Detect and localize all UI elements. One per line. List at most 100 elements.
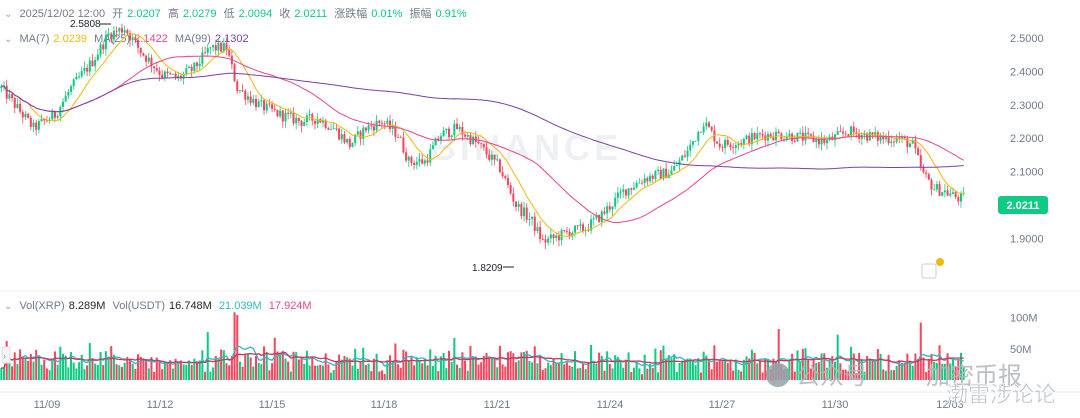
volume-bar [635, 361, 638, 380]
volume-bars-group [0, 312, 965, 380]
volume-bar [488, 358, 491, 380]
volume-bar [555, 363, 558, 380]
candle-body [863, 133, 866, 135]
volume-tick-label: 50M [1010, 344, 1031, 356]
candle-body [624, 189, 627, 196]
candle-body [922, 166, 925, 173]
candle-body [836, 131, 839, 135]
candle-body [32, 122, 35, 127]
candle-body [134, 37, 137, 41]
candle-body [657, 169, 660, 172]
candle-body [276, 109, 279, 117]
volume-bar [51, 358, 54, 380]
low-value: 2.0094 [238, 8, 273, 20]
candle-body [453, 123, 456, 136]
chart-settings-icon[interactable] [921, 258, 944, 279]
ma-collapse-chevron-icon[interactable]: ⌄ [4, 34, 13, 45]
volume-bar [450, 361, 453, 380]
volume-bar [804, 348, 807, 380]
candle-body [456, 123, 459, 130]
candle-body [563, 230, 566, 231]
candle-body [954, 192, 957, 198]
candle-body [16, 103, 19, 108]
volume-bar [32, 361, 35, 380]
candle-body [825, 140, 828, 144]
volume-bar [799, 361, 802, 380]
candle-body [616, 192, 619, 198]
candle-body [415, 161, 418, 165]
volume-bar [833, 361, 837, 380]
volume-bar [429, 349, 432, 380]
volume-bar [43, 359, 46, 380]
candle-body [820, 138, 823, 145]
candle-body [643, 178, 646, 184]
vol-collapse-chevron-icon[interactable]: ⌄ [4, 301, 13, 312]
volume-bar [718, 360, 721, 380]
candle-body [509, 185, 512, 194]
volume-bar [461, 352, 464, 380]
volume-bar [397, 364, 400, 380]
candle-body [268, 103, 271, 105]
candle-body [330, 129, 333, 130]
volume-bar [300, 356, 303, 380]
candle-body [930, 179, 933, 190]
candle-body [372, 126, 375, 131]
axes-group: 2.5000 2.4000 2.3000 2.2000 2.1000 1.9000 100M… [34, 33, 1044, 411]
candle-body [458, 126, 461, 130]
open-label: 开 [112, 8, 124, 20]
candle-body [565, 230, 568, 232]
candle-body [887, 137, 890, 144]
vol-usdt-label: Vol(USDT) [112, 300, 166, 312]
candle-body [480, 143, 483, 145]
candle-body [815, 139, 818, 143]
candle-body [951, 192, 954, 194]
vol-xrp-label: Vol(XRP) [19, 300, 65, 312]
volume-bar [378, 371, 381, 380]
volume-bar [142, 358, 145, 380]
volume-bar [523, 352, 526, 380]
candle-body [847, 134, 850, 137]
volume-bar [303, 363, 306, 380]
volume-bar [683, 359, 686, 380]
candle-body [622, 189, 625, 192]
volume-bar [659, 350, 662, 380]
volume-bar [573, 351, 576, 380]
volume-bar [260, 364, 263, 380]
candle-body [86, 67, 89, 72]
candle-body [884, 137, 887, 140]
volume-bar [297, 359, 300, 380]
candle-body [115, 30, 118, 32]
volume-bar [954, 366, 957, 380]
volume-bar [254, 355, 258, 380]
volume-bar [16, 364, 19, 380]
volume-bar [860, 359, 863, 380]
volume-ma-slow-line [1, 351, 964, 369]
candle-body [332, 128, 335, 130]
volume-bar [421, 363, 424, 380]
volume-bar [418, 360, 421, 380]
volume-bar [351, 365, 354, 380]
ma99-line [1, 72, 964, 170]
volume-bar [70, 352, 73, 380]
candle-body [842, 131, 845, 134]
volume-bar [295, 352, 298, 380]
candle-body [0, 86, 3, 89]
close-value: 2.0211 [294, 8, 328, 20]
volume-bar [868, 359, 871, 380]
volume-bar [533, 346, 536, 380]
collapse-chevron-icon[interactable]: ⌄ [4, 9, 13, 20]
volume-bar [914, 353, 917, 380]
volume-bar [380, 370, 383, 380]
volume-bar [681, 360, 684, 380]
volume-bar [327, 364, 330, 380]
volume-pane-toggle[interactable]: › [1, 346, 11, 364]
volume-bar [308, 365, 311, 380]
candle-body [150, 57, 153, 67]
price-tick-label: 2.5000 [1010, 33, 1044, 45]
candle-body [431, 145, 434, 150]
volume-bar [842, 369, 845, 380]
volume-bar [104, 351, 107, 380]
volume-bar [118, 365, 121, 380]
candle-body [169, 73, 172, 75]
